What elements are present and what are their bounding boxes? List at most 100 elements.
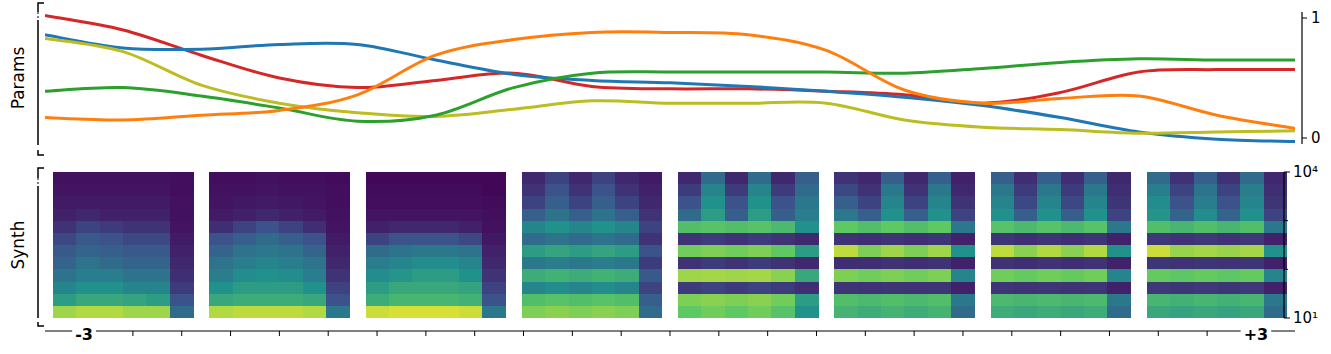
spectrogram-cell xyxy=(279,245,303,258)
spectrogram-cell xyxy=(366,233,390,246)
spectrogram-cell xyxy=(1037,269,1061,282)
spectrogram-cell xyxy=(1170,306,1194,319)
spectrogram-cell xyxy=(1217,184,1241,197)
spectrogram-cell xyxy=(170,282,194,295)
spectrogram-cell xyxy=(170,184,194,197)
spectrogram-cell xyxy=(1147,269,1171,282)
spectrogram-cell xyxy=(678,221,702,234)
spectrogram-cell xyxy=(725,269,749,282)
spectrogram-cell xyxy=(1217,294,1241,307)
spectrogram-cell xyxy=(1061,209,1085,222)
spectrogram-cell xyxy=(482,306,506,319)
spectrogram-cell xyxy=(1217,257,1241,270)
spectrogram-cell xyxy=(209,209,233,222)
spectrogram-cell xyxy=(545,172,569,185)
spectrogram-cell xyxy=(1194,294,1218,307)
spectrogram-cell xyxy=(170,269,194,282)
spectrogram-cell xyxy=(1240,172,1264,185)
spectrogram-cell xyxy=(1217,245,1241,258)
spectrogram xyxy=(1147,172,1287,318)
spectrogram-cell xyxy=(1240,209,1264,222)
spectrogram-cell xyxy=(303,184,327,197)
spectrogram-cell xyxy=(279,209,303,222)
spectrogram-cell xyxy=(1194,269,1218,282)
spectrogram-cell xyxy=(482,257,506,270)
spectrogram-cell xyxy=(412,257,436,270)
spectrogram-cell xyxy=(522,221,546,234)
spectrogram-cell xyxy=(279,172,303,185)
spectrogram-cell xyxy=(170,221,194,234)
spectrogram-cell xyxy=(100,196,124,209)
spectrogram-cell xyxy=(279,269,303,282)
spectrogram-cell xyxy=(545,209,569,222)
spectrogram-cell xyxy=(233,209,257,222)
spectrogram-cell xyxy=(592,233,616,246)
spectrogram-cell xyxy=(881,172,905,185)
spectrogram-cell xyxy=(701,221,725,234)
spectrogram-cell xyxy=(482,282,506,295)
spectrogram-cell xyxy=(1147,184,1171,197)
spectrogram-cell xyxy=(881,196,905,209)
spectrogram-cell xyxy=(1240,184,1264,197)
spectrogram-cell xyxy=(522,306,546,319)
spectrogram-cell xyxy=(146,196,170,209)
spectrogram-cell xyxy=(1107,245,1131,258)
x-minor-tick xyxy=(1060,331,1061,336)
spectrogram-cell xyxy=(991,221,1015,234)
spectrogram-cell xyxy=(482,245,506,258)
spectrogram-cell xyxy=(389,233,413,246)
spectrogram-cell xyxy=(991,306,1015,319)
spectrogram-cell xyxy=(146,257,170,270)
spectrogram-cell xyxy=(482,233,506,246)
spectrogram-cell xyxy=(76,269,100,282)
spectrogram-cell xyxy=(951,184,975,197)
spectrogram-cell xyxy=(279,184,303,197)
spectrogram-cell xyxy=(1217,209,1241,222)
x-minor-tick xyxy=(425,331,426,336)
y-tick-label: 0 xyxy=(1311,129,1321,147)
spectrogram-cell xyxy=(53,282,77,295)
spectrogram-cell xyxy=(1217,196,1241,209)
spectrogram-cell xyxy=(639,172,663,185)
spectrogram-cell xyxy=(795,221,819,234)
spectrogram-cell xyxy=(522,209,546,222)
spectrogram-cell xyxy=(1107,233,1131,246)
spectrogram-cell xyxy=(1194,257,1218,270)
spectrogram-cell xyxy=(592,257,616,270)
y-tick-label: 10⁴ xyxy=(1293,163,1318,181)
spectrogram-cell xyxy=(482,269,506,282)
x-minor-tick xyxy=(865,331,866,336)
spectrogram-cell xyxy=(545,184,569,197)
spectrogram-cell xyxy=(233,269,257,282)
spectrogram-cell xyxy=(53,184,77,197)
spectrogram-cell xyxy=(1217,269,1241,282)
spectrogram-cell xyxy=(482,294,506,307)
spectrogram-cell xyxy=(522,233,546,246)
spectrogram-cell xyxy=(1194,245,1218,258)
spectrogram-cell xyxy=(615,294,639,307)
spectrogram-cell xyxy=(881,257,905,270)
spectrogram-cell xyxy=(569,233,593,246)
spectrogram-cell xyxy=(76,184,100,197)
spectrogram-cell xyxy=(881,221,905,234)
spectrogram-cell xyxy=(748,184,772,197)
spectrogram-cell xyxy=(678,269,702,282)
spectrogram-cell xyxy=(904,233,928,246)
spectrogram-cell xyxy=(771,257,795,270)
spectrogram-cell xyxy=(1147,294,1171,307)
spectrogram-cell xyxy=(1107,172,1131,185)
spectrogram-cell xyxy=(366,221,390,234)
spectrogram-cell xyxy=(76,233,100,246)
spectrogram-cell xyxy=(412,196,436,209)
spectrogram-cell xyxy=(76,257,100,270)
spectrogram-cell xyxy=(858,209,882,222)
spectrogram-cell xyxy=(615,196,639,209)
spectrogram-cell xyxy=(170,294,194,307)
spectrogram-cell xyxy=(389,245,413,258)
spectrogram-cell xyxy=(482,196,506,209)
spectrogram-cell xyxy=(928,221,952,234)
spectrogram-cell xyxy=(545,221,569,234)
spectrogram-cell xyxy=(412,209,436,222)
spectrogram-cell xyxy=(53,221,77,234)
spectrogram-cell xyxy=(881,209,905,222)
